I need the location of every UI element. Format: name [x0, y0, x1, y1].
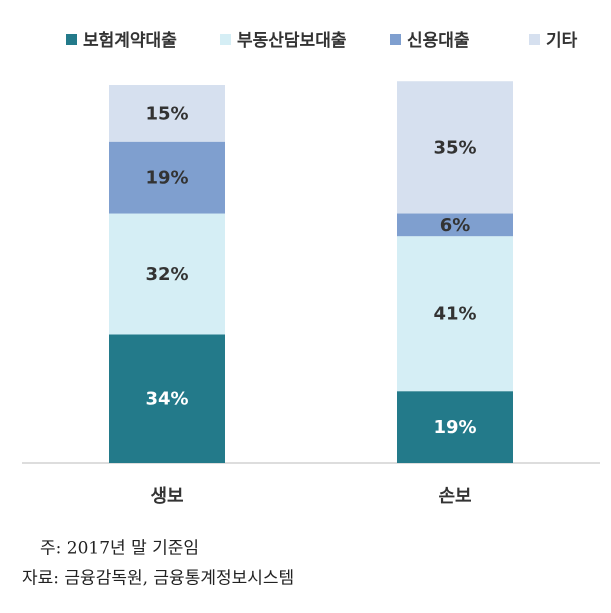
- data-label: 32%: [145, 264, 188, 285]
- bar-segment: [109, 213, 225, 335]
- bar-segment: [109, 141, 225, 214]
- legend-label: 기타: [546, 31, 578, 51]
- bar-segment: [109, 85, 225, 142]
- legend-label: 부동산담보대출: [237, 31, 347, 51]
- data-label: 19%: [145, 168, 188, 189]
- x-tick-label: 손보: [438, 486, 471, 507]
- data-label: 41%: [433, 304, 476, 325]
- data-label: 35%: [433, 137, 476, 158]
- bar-segment: [397, 236, 513, 392]
- data-label: 34%: [145, 389, 188, 410]
- data-label: 6%: [440, 215, 471, 236]
- legend-swatch: [529, 34, 540, 45]
- source: 자료: 금융감독원, 금융통계정보시스템: [22, 569, 294, 589]
- data-label: 19%: [433, 417, 476, 438]
- legend-swatch: [66, 34, 77, 45]
- x-tick-label: 생보: [150, 486, 183, 507]
- data-label: 15%: [145, 103, 188, 124]
- bar-segment: [397, 81, 513, 214]
- bar-segment: [397, 213, 513, 237]
- legend-swatch: [390, 34, 401, 45]
- bar-segment: [109, 334, 225, 463]
- bar-segment: [397, 391, 513, 463]
- legend-label: 보험계약대출: [83, 30, 177, 51]
- legend-swatch: [220, 34, 231, 45]
- legend-label: 신용대출: [407, 31, 470, 51]
- note: 주: 2017년 말 기준임: [40, 539, 199, 559]
